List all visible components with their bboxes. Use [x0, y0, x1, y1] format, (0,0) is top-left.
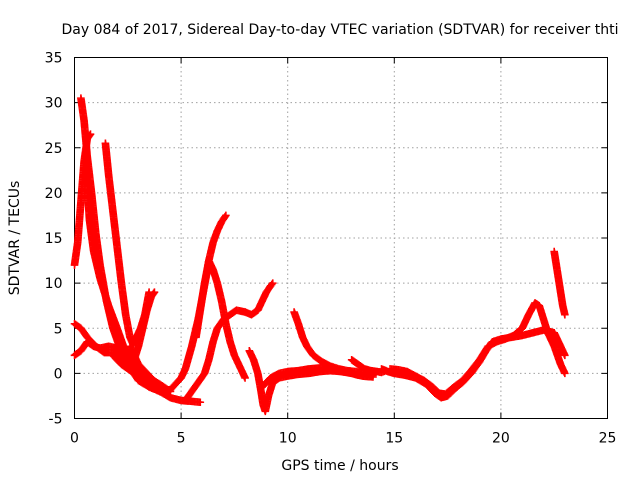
data-point [196, 398, 205, 407]
y-tick-label: 15 [45, 231, 63, 247]
series-arc-20 [550, 247, 569, 319]
series-arc-12 [192, 211, 230, 342]
data-point [268, 279, 277, 287]
data-point [241, 374, 249, 382]
x-tick-label: 5 [177, 431, 186, 447]
y-axis-label: SDTVAR / TECUs [7, 181, 23, 296]
y-tick-label: -5 [49, 412, 63, 428]
y-tick-label: 5 [54, 321, 63, 337]
x-tick-label: 10 [279, 431, 297, 447]
x-tick-label: 20 [492, 431, 510, 447]
y-tick-label: 30 [45, 96, 63, 112]
x-tick-label: 0 [70, 431, 79, 447]
series-arc-13 [241, 279, 277, 319]
series-arc-11 [181, 306, 249, 405]
series-arc-17 [347, 356, 390, 377]
data-point [222, 211, 230, 220]
grid [74, 57, 608, 419]
y-tick-label: 35 [45, 51, 63, 67]
y-tick-label: 20 [45, 186, 63, 202]
series-arc-19 [386, 299, 569, 398]
data-point [561, 351, 569, 360]
data-point [150, 288, 159, 296]
axis-ticks: 0 5 10 15 20 25 -5 0 5 10 15 20 25 30 35 [45, 51, 617, 447]
series-arc-16 [290, 308, 377, 379]
series-arc-14 [245, 347, 377, 416]
y-tick-label: 0 [54, 366, 63, 382]
x-tick-label: 25 [599, 431, 617, 447]
x-tick-label: 15 [385, 431, 403, 447]
y-tick-label: 10 [45, 276, 63, 292]
data-point [561, 369, 569, 378]
data-series [70, 94, 569, 416]
chart-title: Day 084 of 2017, Sidereal Day-to-day VTE… [62, 22, 619, 38]
data-point [561, 310, 569, 319]
y-tick-label: 25 [45, 141, 63, 157]
series-arc-9 [126, 288, 159, 373]
series-arc-3 [82, 148, 160, 391]
x-axis-label: GPS time / hours [281, 458, 398, 474]
